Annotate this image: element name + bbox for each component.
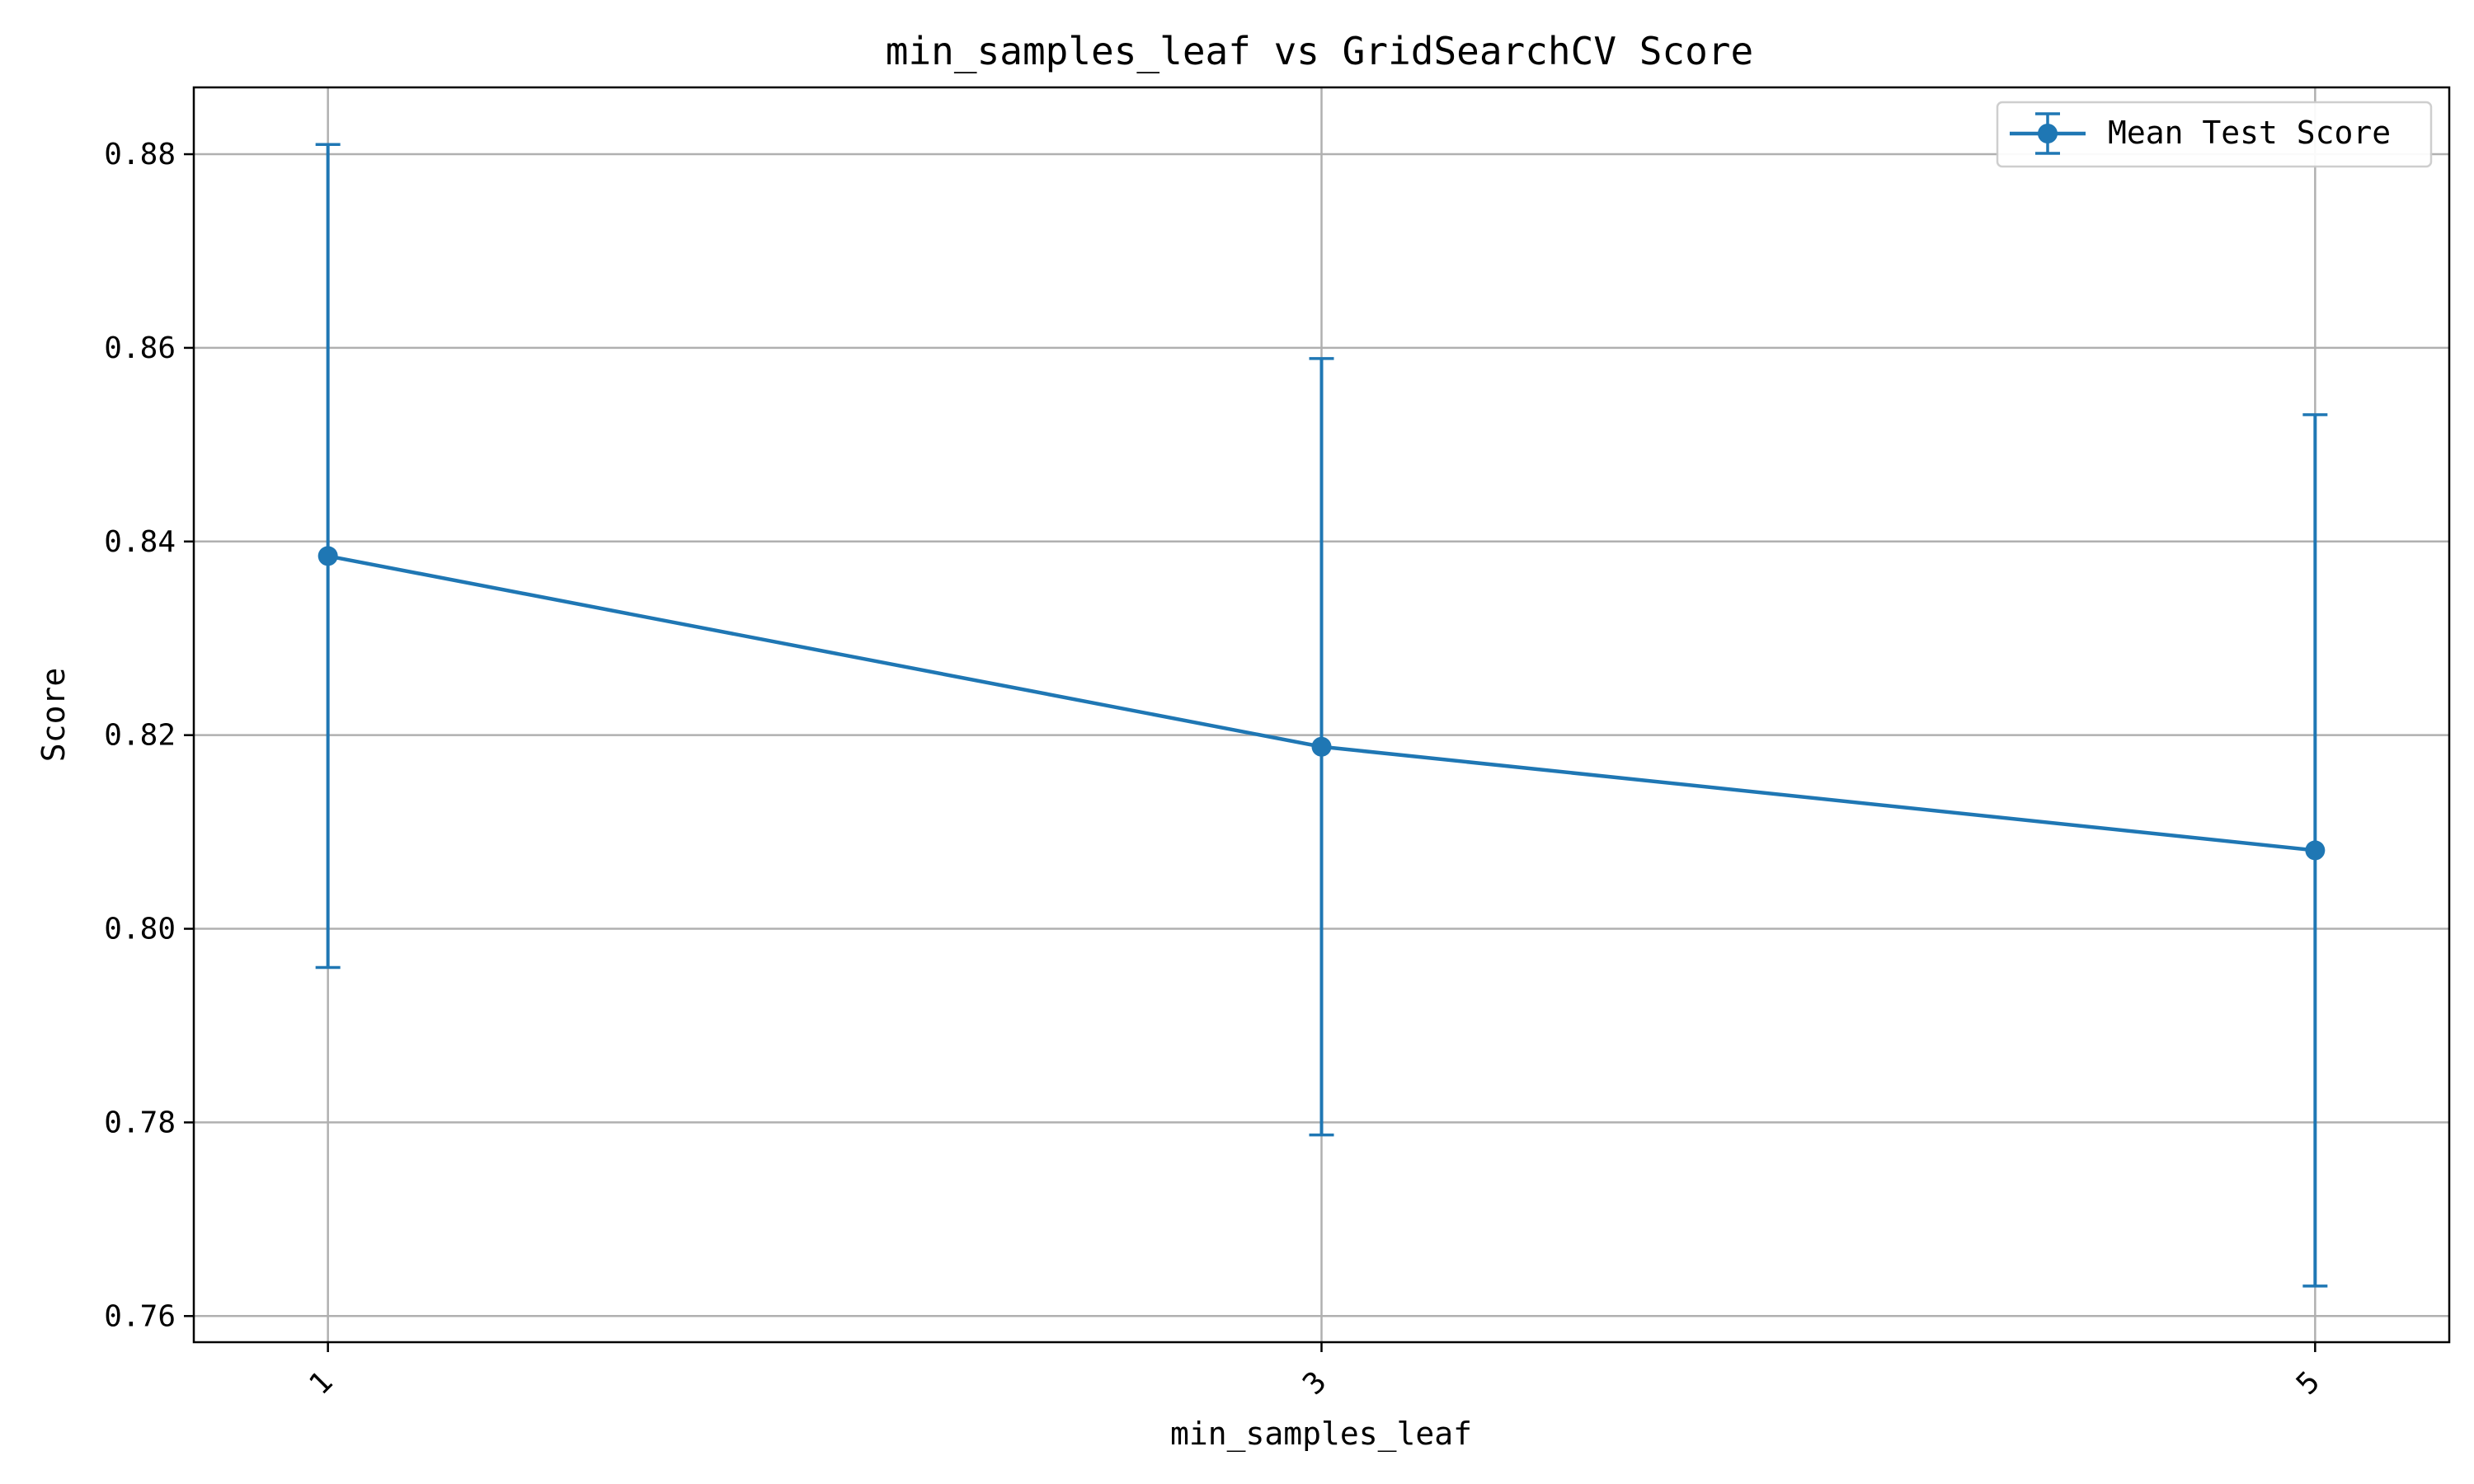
- legend-point: [2038, 124, 2058, 143]
- legend-box: [1996, 101, 2433, 168]
- x-axis-label: min_samples_leaf: [1170, 1416, 1472, 1453]
- y-tick-label: 0.84: [104, 525, 176, 559]
- y-tick-label: 0.78: [104, 1106, 176, 1139]
- data-point: [1311, 736, 1332, 757]
- y-tick-label: 0.88: [104, 138, 176, 171]
- ticks-layer: 0.76 0.78 0.80 0.82 0.84 0.86 0.88 1 3 5: [104, 138, 2326, 1402]
- y-tick-label: 0.86: [104, 331, 176, 365]
- series-layer: [315, 143, 2328, 1288]
- legend: Mean Test Score: [1996, 101, 2433, 168]
- y-tick-label: 0.80: [104, 913, 176, 946]
- data-point: [2305, 840, 2326, 861]
- x-tick-label: 1: [303, 1365, 339, 1402]
- chart-title: min_samples_leaf vs GridSearchCV Score: [886, 29, 1753, 73]
- y-tick-label: 0.82: [104, 719, 176, 753]
- x-tick-label: 5: [2290, 1365, 2326, 1402]
- data-point: [317, 546, 338, 566]
- legend-marker: [2010, 112, 2086, 155]
- x-tick-label: 3: [1296, 1365, 1333, 1402]
- y-axis-label: Score: [35, 668, 72, 762]
- legend-label: Mean Test Score: [2108, 115, 2391, 151]
- y-tick-label: 0.76: [104, 1299, 176, 1333]
